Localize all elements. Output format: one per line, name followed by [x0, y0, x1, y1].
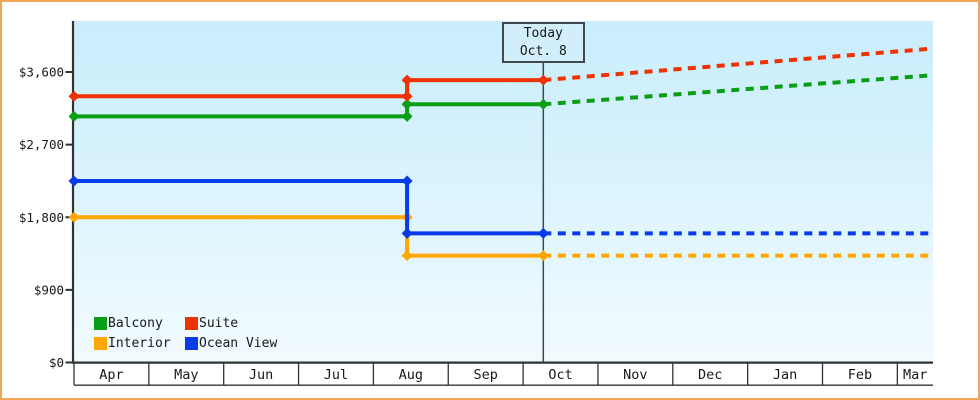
x-axis-month-label-jun: Jun	[249, 367, 273, 383]
y-axis-label-2700: $2,700	[19, 137, 64, 152]
legend-label-balcony: Balcony	[108, 316, 163, 332]
x-axis-month-label-aug: Aug	[399, 367, 423, 383]
x-axis-month-label-jan: Jan	[773, 367, 797, 383]
y-axis-label-900: $900	[34, 282, 64, 297]
legend-item-interior: Interior	[94, 336, 185, 351]
series-interior-point	[68, 211, 80, 223]
series-ocean-view-point	[68, 175, 80, 187]
today-date: Oct. 8	[519, 44, 567, 59]
series-suite-point	[401, 74, 413, 86]
legend-swatch-balcony	[94, 317, 107, 331]
legend-label-ocean-view: Ocean View	[199, 335, 278, 351]
series-ocean-view-point	[401, 227, 413, 239]
x-axis-month-label-apr: Apr	[99, 367, 123, 383]
plot-area	[74, 21, 933, 363]
series-interior-line	[74, 215, 544, 258]
x-axis-month-label-nov: Nov	[623, 367, 647, 383]
series-balcony-projection-line	[543, 73, 933, 107]
x-axis-month-label-may: May	[174, 367, 198, 383]
today-label: Today	[523, 26, 563, 41]
legend-row: Balcony Suite	[94, 314, 276, 334]
y-axis-label-3600: $3,600	[19, 65, 64, 80]
series-balcony-point	[401, 98, 413, 110]
legend-label-interior: Interior	[108, 335, 171, 351]
series-interior-point	[537, 250, 549, 262]
series-suite-point	[537, 74, 549, 86]
series-balcony-point	[68, 110, 80, 122]
x-axis-month-label-sep: Sep	[473, 367, 497, 383]
series-balcony-point	[537, 98, 549, 110]
today-marker-box: Today Oct. 8	[501, 22, 585, 63]
series-balcony-line	[74, 102, 544, 119]
legend-item-suite: Suite	[185, 316, 276, 331]
y-axis-label-1800: $1,800	[19, 210, 64, 225]
legend-swatch-ocean-view	[185, 336, 198, 350]
legend-label-suite: Suite	[199, 316, 239, 332]
legend-swatch-interior	[94, 336, 107, 350]
series-suite-point	[401, 90, 413, 102]
legend-item-balcony: Balcony	[94, 316, 185, 331]
series-suite-projection-line	[543, 46, 933, 83]
x-axis-month-label-mar: Mar	[903, 367, 927, 383]
chart-legend: Balcony Suite Interior Ocean View	[94, 314, 278, 354]
series-ocean-view-line	[74, 178, 544, 236]
x-axis-month-label-oct: Oct	[548, 367, 572, 383]
y-axis-label-0: $0	[49, 355, 64, 370]
x-axis-month-label-jul: Jul	[324, 367, 348, 383]
series-interior-point	[401, 250, 413, 262]
legend-row: Interior Ocean View	[94, 334, 278, 354]
series-suite-point	[68, 90, 80, 102]
series-suite-line	[74, 78, 544, 99]
series-ocean-view-point	[401, 175, 413, 187]
x-axis-month-label-dec: Dec	[698, 367, 722, 383]
series-balcony-point	[401, 110, 413, 122]
legend-swatch-suite	[185, 317, 198, 331]
legend-item-ocean-view: Ocean View	[185, 335, 278, 351]
x-axis-month-label-feb: Feb	[848, 367, 872, 383]
series-ocean-view-point	[537, 227, 549, 239]
